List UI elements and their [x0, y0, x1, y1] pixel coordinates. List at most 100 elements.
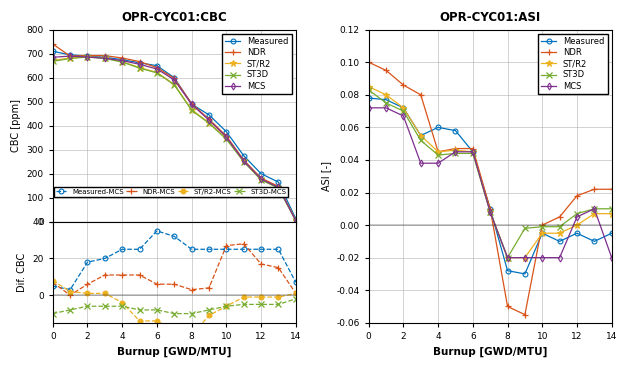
Measured	[608, 231, 615, 236]
Line: NDR-MCS: NDR-MCS	[49, 240, 299, 299]
Measured	[365, 96, 373, 100]
Measured	[400, 106, 407, 110]
ST3D	[119, 60, 126, 64]
Y-axis label: CBC [ppm]: CBC [ppm]	[11, 99, 21, 152]
NDR	[556, 215, 563, 219]
ST3D	[101, 56, 109, 61]
ST/R2	[223, 136, 230, 141]
ST3D	[469, 151, 476, 156]
ST/R2	[434, 150, 442, 154]
ST/R2	[119, 59, 126, 64]
ST/R2	[292, 218, 299, 223]
Measured	[504, 269, 511, 273]
ST3D	[365, 88, 373, 92]
MCS	[469, 150, 476, 154]
Measured	[383, 98, 390, 102]
ST/R2-MCS	[66, 289, 74, 294]
MCS	[171, 78, 178, 82]
NDR	[486, 207, 494, 211]
Measured-MCS	[292, 280, 299, 285]
ST3D	[608, 207, 615, 211]
ST/R2	[556, 231, 563, 236]
NDR	[451, 146, 459, 151]
ST3D-MCS	[136, 308, 143, 312]
NDR-MCS	[153, 282, 161, 286]
ST/R2-MCS	[49, 278, 57, 283]
ST3D-MCS	[84, 304, 91, 308]
Line: ST3D: ST3D	[365, 86, 615, 261]
NDR-MCS	[84, 282, 91, 286]
Measured	[469, 150, 476, 154]
NDR-MCS	[223, 243, 230, 248]
Measured-MCS	[119, 247, 126, 252]
ST/R2	[365, 85, 373, 89]
NDR-MCS	[171, 282, 178, 286]
ST/R2-MCS	[223, 304, 230, 308]
Measured	[417, 133, 425, 138]
NDR	[434, 150, 442, 154]
Measured	[49, 49, 57, 53]
ST3D	[66, 56, 74, 61]
MCS	[84, 55, 91, 59]
ST3D-MCS	[274, 302, 282, 306]
ST3D-MCS	[188, 311, 196, 316]
Line: ST/R2: ST/R2	[365, 83, 615, 261]
NDR-MCS	[206, 286, 213, 290]
ST3D	[49, 59, 57, 63]
ST/R2	[573, 223, 581, 227]
Measured-MCS	[84, 260, 91, 265]
Measured-MCS	[66, 288, 74, 292]
X-axis label: Burnup [GWD/MTU]: Burnup [GWD/MTU]	[433, 347, 547, 357]
NDR	[383, 68, 390, 73]
ST/R2	[136, 65, 143, 70]
ST/R2-MCS	[257, 295, 265, 299]
Measured-MCS	[223, 247, 230, 252]
ST3D-MCS	[206, 308, 213, 312]
ST3D	[400, 109, 407, 113]
ST3D	[240, 160, 247, 164]
MCS	[66, 54, 74, 58]
Title: OPR-CYC01:ASI: OPR-CYC01:ASI	[440, 12, 541, 24]
Measured-MCS	[274, 247, 282, 252]
Measured-MCS	[49, 284, 57, 288]
ST/R2	[417, 133, 425, 138]
Measured-MCS	[240, 247, 247, 252]
Measured	[573, 231, 581, 236]
Line: MCS: MCS	[366, 105, 614, 260]
Measured	[136, 60, 143, 65]
Measured-MCS	[171, 234, 178, 239]
NDR	[573, 194, 581, 198]
ST/R2	[538, 231, 546, 236]
NDR-MCS	[292, 291, 299, 296]
MCS	[591, 207, 598, 211]
MCS	[504, 255, 511, 260]
ST/R2	[84, 55, 91, 59]
NDR	[400, 83, 407, 87]
NDR	[608, 187, 615, 191]
NDR-MCS	[136, 273, 143, 277]
Measured	[434, 125, 442, 129]
MCS	[274, 185, 282, 190]
NDR-MCS	[188, 288, 196, 292]
Line: ST/R2-MCS: ST/R2-MCS	[50, 278, 298, 338]
ST3D-MCS	[101, 304, 109, 308]
ST3D	[573, 211, 581, 216]
Y-axis label: ASI [-]: ASI [-]	[320, 161, 331, 191]
ST/R2-MCS	[84, 291, 91, 296]
Line: ST3D-MCS: ST3D-MCS	[49, 295, 299, 317]
MCS	[400, 114, 407, 118]
Legend: Measured-MCS, NDR-MCS, ST/R2-MCS, ST3D-MCS: Measured-MCS, NDR-MCS, ST/R2-MCS, ST3D-M…	[54, 187, 288, 197]
ST/R2	[451, 148, 459, 152]
Measured	[188, 102, 196, 106]
Line: MCS: MCS	[50, 54, 298, 223]
NDR	[591, 187, 598, 191]
Measured	[66, 53, 74, 57]
Line: ST3D: ST3D	[49, 53, 299, 224]
NDR	[206, 117, 213, 121]
ST/R2	[469, 150, 476, 154]
ST3D-MCS	[292, 297, 299, 301]
ST/R2-MCS	[274, 295, 282, 299]
MCS	[434, 161, 442, 165]
NDR	[188, 101, 196, 106]
NDR-MCS	[66, 293, 74, 298]
